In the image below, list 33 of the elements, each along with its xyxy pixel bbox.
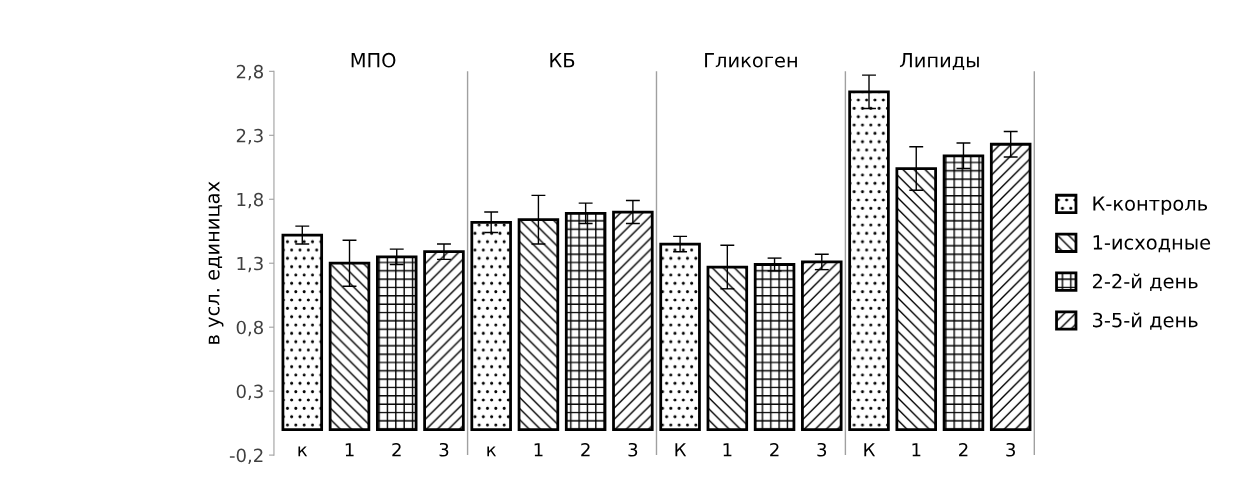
x-tick-label: 2 <box>392 442 401 457</box>
y-tick-label: -0,2 <box>229 448 263 465</box>
text: Гликоген <box>705 53 797 68</box>
x-tick-label: к <box>298 446 308 457</box>
x-tick-label: 3 <box>439 442 449 457</box>
y-tick-label: 1,3 <box>237 256 263 273</box>
x-tick-label: 1 <box>345 443 354 457</box>
x-tick-label: К <box>675 443 687 457</box>
y-tick-label: 0,8 <box>236 320 263 337</box>
x-tick-label: 1 <box>534 443 543 457</box>
x-tick-label: К <box>864 443 876 457</box>
text: Липиды <box>899 53 979 70</box>
y-tick-label: 2,8 <box>236 64 263 81</box>
y-axis-title: в усл. единицах <box>208 181 224 344</box>
x-tick-label: 1 <box>912 443 921 457</box>
x-tick-label: 2 <box>581 442 590 457</box>
x-tick-label: 3 <box>1006 442 1015 457</box>
bar <box>753 263 796 431</box>
legend-label: К-контроль <box>1093 196 1208 215</box>
text: КБ <box>550 53 575 68</box>
y-tick-label: 1,8 <box>237 192 263 209</box>
text: МПО <box>351 52 396 68</box>
legend-label: 2-2-й день <box>1092 273 1198 291</box>
legend-label: 1-исходные <box>1093 235 1211 253</box>
x-tick-label: 2 <box>770 442 779 457</box>
x-tick-label: 3 <box>817 442 827 457</box>
x-tick-label: 1 <box>723 443 732 457</box>
y-tick-label: 0,3 <box>236 384 263 401</box>
x-tick-label: к <box>487 446 497 457</box>
x-tick-label: 3 <box>628 442 638 457</box>
y-tick-label: 2,3 <box>236 128 263 145</box>
x-tick-label: 2 <box>959 442 968 457</box>
legend-label: 3-5-й день <box>1093 312 1198 330</box>
